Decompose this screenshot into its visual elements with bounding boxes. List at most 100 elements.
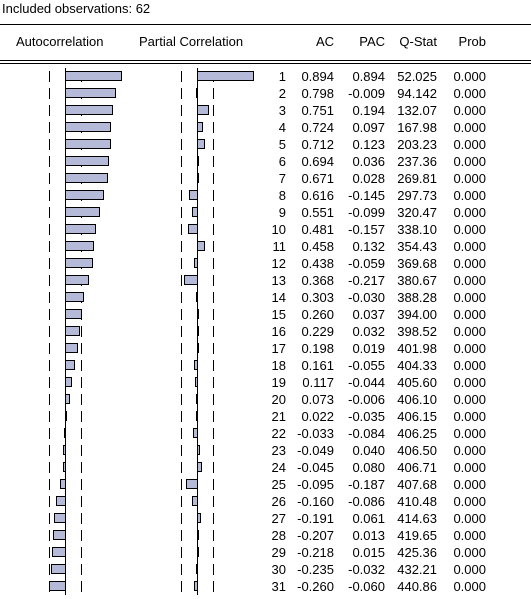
pac-band-right-mark — [213, 258, 214, 269]
ac-bar — [65, 292, 84, 302]
ac-cell: 0.751 — [301, 103, 334, 118]
header-rule-upper — [0, 60, 531, 61]
pac-band-left-mark — [181, 581, 182, 592]
ac-cell: 0.551 — [301, 205, 334, 220]
lag-cell: 5 — [278, 137, 286, 152]
ac-cell: -0.045 — [297, 460, 334, 475]
ac-band-right-mark — [81, 394, 82, 405]
pac-band-right-mark — [213, 139, 214, 150]
ac-band-left-mark — [49, 377, 50, 388]
table-row: 11 0.458 0.132 354.43 0.000 — [0, 238, 531, 255]
table-row: 26 -0.160 -0.086 410.48 0.000 — [0, 493, 531, 510]
pac-cell: 0.037 — [352, 307, 385, 322]
pac-band-left-mark — [181, 71, 182, 82]
prob-cell: 0.000 — [453, 460, 486, 475]
qstat-cell: 338.10 — [397, 222, 437, 237]
ac-cell: 0.481 — [301, 222, 334, 237]
qstat-cell: 269.81 — [397, 171, 437, 186]
header-ac: AC — [315, 34, 334, 49]
qstat-cell: 320.47 — [397, 205, 437, 220]
qstat-cell: 132.07 — [397, 103, 437, 118]
qstat-cell: 388.28 — [397, 290, 437, 305]
lag-cell: 27 — [271, 511, 286, 526]
qstat-cell: 410.48 — [397, 494, 437, 509]
pac-band-left-mark — [181, 173, 182, 184]
pac-bar — [197, 241, 205, 251]
prob-cell: 0.000 — [453, 69, 486, 84]
lag-cell: 25 — [271, 477, 286, 492]
prob-cell: 0.000 — [453, 188, 486, 203]
table-row: 6 0.694 0.036 237.36 0.000 — [0, 153, 531, 170]
pac-bar — [188, 224, 198, 234]
pac-bar — [197, 105, 209, 115]
lag-cell: 22 — [271, 426, 286, 441]
ac-bar — [65, 122, 111, 132]
ac-cell: -0.235 — [297, 562, 334, 577]
lag-cell: 16 — [271, 324, 286, 339]
prob-cell: 0.000 — [453, 307, 486, 322]
pac-bar — [184, 275, 198, 285]
lag-cell: 10 — [271, 222, 286, 237]
ac-band-right-mark — [81, 513, 82, 524]
qstat-cell: 297.73 — [397, 188, 437, 203]
pac-bar — [196, 292, 198, 302]
prob-cell: 0.000 — [453, 443, 486, 458]
pac-cell: 0.013 — [352, 528, 385, 543]
pac-bar — [197, 139, 205, 149]
qstat-cell: 401.98 — [397, 341, 437, 356]
table-row: 2 0.798 -0.009 94.142 0.000 — [0, 85, 531, 102]
ac-bar — [65, 88, 116, 98]
lag-cell: 17 — [271, 341, 286, 356]
pac-band-right-mark — [213, 530, 214, 541]
ac-bar — [60, 479, 66, 489]
ac-band-right-mark — [81, 530, 82, 541]
ac-band-right-mark — [81, 547, 82, 558]
table-row: 30 -0.235 -0.032 432.21 0.000 — [0, 561, 531, 578]
qstat-cell: 406.50 — [397, 443, 437, 458]
top-rule — [0, 24, 531, 25]
ac-band-left-mark — [49, 105, 50, 116]
pac-cell: -0.032 — [348, 562, 385, 577]
ac-band-left-mark — [49, 156, 50, 167]
pac-band-left-mark — [181, 88, 182, 99]
qstat-cell: 406.10 — [397, 392, 437, 407]
ac-cell: 0.798 — [301, 86, 334, 101]
ac-band-left-mark — [49, 462, 50, 473]
ac-band-left-mark — [49, 309, 50, 320]
ac-cell: 0.458 — [301, 239, 334, 254]
table-row: 8 0.616 -0.145 297.73 0.000 — [0, 187, 531, 204]
ac-band-left-mark — [49, 547, 50, 558]
table-row: 13 0.368 -0.217 380.67 0.000 — [0, 272, 531, 289]
pac-band-right-mark — [213, 547, 214, 558]
pac-band-right-mark — [213, 156, 214, 167]
prob-cell: 0.000 — [453, 511, 486, 526]
ac-band-left-mark — [49, 496, 50, 507]
header-prob: Prob — [458, 34, 486, 49]
ac-bar — [65, 326, 80, 336]
ac-cell: -0.260 — [297, 579, 334, 594]
ac-bar — [65, 309, 82, 319]
ac-bar — [65, 139, 111, 149]
pac-bar — [197, 156, 199, 166]
pac-band-right-mark — [213, 360, 214, 371]
pac-cell: 0.040 — [352, 443, 385, 458]
lag-cell: 20 — [271, 392, 286, 407]
pac-band-left-mark — [181, 156, 182, 167]
qstat-cell: 167.98 — [397, 120, 437, 135]
pac-band-left-mark — [181, 394, 182, 405]
lag-cell: 28 — [271, 528, 286, 543]
ac-cell: 0.616 — [301, 188, 334, 203]
ac-cell: 0.260 — [301, 307, 334, 322]
table-row: 17 0.198 0.019 401.98 0.000 — [0, 340, 531, 357]
pac-cell: -0.059 — [348, 256, 385, 271]
ac-band-left-mark — [49, 445, 50, 456]
prob-cell: 0.000 — [453, 171, 486, 186]
pac-bar — [186, 479, 198, 489]
pac-band-right-mark — [213, 411, 214, 422]
pac-band-right-mark — [213, 496, 214, 507]
ac-band-right-mark — [81, 496, 82, 507]
pac-band-right-mark — [213, 564, 214, 575]
ac-band-right-mark — [81, 343, 82, 354]
ac-cell: 0.438 — [301, 256, 334, 271]
ac-band-right-mark — [81, 462, 82, 473]
